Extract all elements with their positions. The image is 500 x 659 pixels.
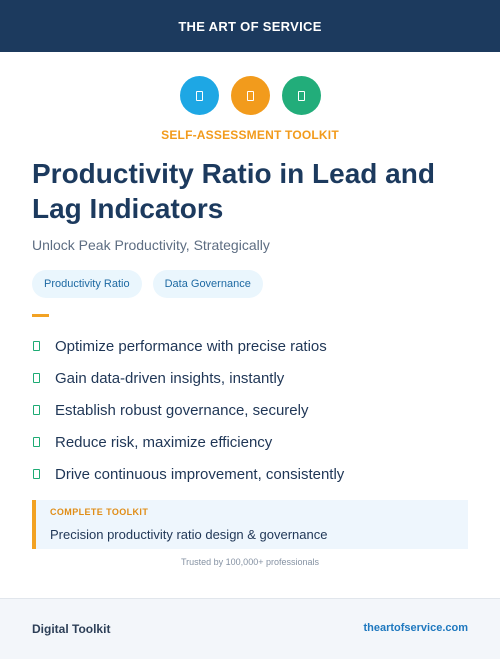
benefit-item: Establish robust governance, securely xyxy=(32,394,344,426)
benefit-text: Gain data-driven insights, instantly xyxy=(55,369,285,387)
benefit-item: Optimize performance with precise ratios xyxy=(32,330,344,362)
brand-name: THE ART OF SERVICE xyxy=(178,18,322,34)
toolkit-callout: COMPLETE TOOLKIT Precision productivity … xyxy=(32,500,468,549)
icon-circle-blue xyxy=(179,76,219,115)
callout-title: COMPLETE TOOLKIT xyxy=(50,507,149,517)
check-icon xyxy=(33,341,40,351)
square-icon xyxy=(297,90,305,101)
tag-list: Productivity Ratio Data Governance xyxy=(32,270,263,298)
footer-label: Digital Toolkit xyxy=(32,622,111,636)
top-banner: THE ART OF SERVICE xyxy=(0,0,500,52)
kicker-label: SELF-ASSESSMENT TOOLKIT xyxy=(161,128,339,142)
page-title: Productivity Ratio in Lead and Lag Indic… xyxy=(32,158,435,224)
footer: Digital Toolkit theartofservice.com xyxy=(0,598,500,659)
benefit-text: Establish robust governance, securely xyxy=(55,401,309,419)
accent-divider xyxy=(32,314,49,317)
square-icon xyxy=(246,90,254,101)
benefit-list: Optimize performance with precise ratios… xyxy=(32,330,344,490)
callout-text: Precision productivity ratio design & go… xyxy=(50,527,328,542)
tag-data-governance[interactable]: Data Governance xyxy=(152,270,263,298)
benefit-text: Optimize performance with precise ratios xyxy=(55,337,327,355)
tag-productivity-ratio[interactable]: Productivity Ratio xyxy=(32,270,142,298)
icon-row xyxy=(0,76,500,115)
icon-circle-green xyxy=(281,76,321,115)
square-icon xyxy=(195,90,203,101)
benefit-item: Reduce risk, maximize efficiency xyxy=(32,426,344,458)
check-icon xyxy=(33,373,40,383)
website-link[interactable]: theartofservice.com xyxy=(363,622,468,634)
benefit-text: Reduce risk, maximize efficiency xyxy=(55,433,273,451)
benefit-item: Gain data-driven insights, instantly xyxy=(32,362,344,394)
trust-note: Trusted by 100,000+ professionals xyxy=(180,557,319,567)
benefit-text: Drive continuous improvement, consistent… xyxy=(55,465,345,483)
check-icon xyxy=(33,469,40,479)
benefit-item: Drive continuous improvement, consistent… xyxy=(32,458,344,490)
check-icon xyxy=(33,437,40,447)
check-icon xyxy=(33,405,40,415)
icon-circle-orange xyxy=(230,76,270,115)
page-subtitle: Unlock Peak Productivity, Strategically xyxy=(32,237,270,253)
